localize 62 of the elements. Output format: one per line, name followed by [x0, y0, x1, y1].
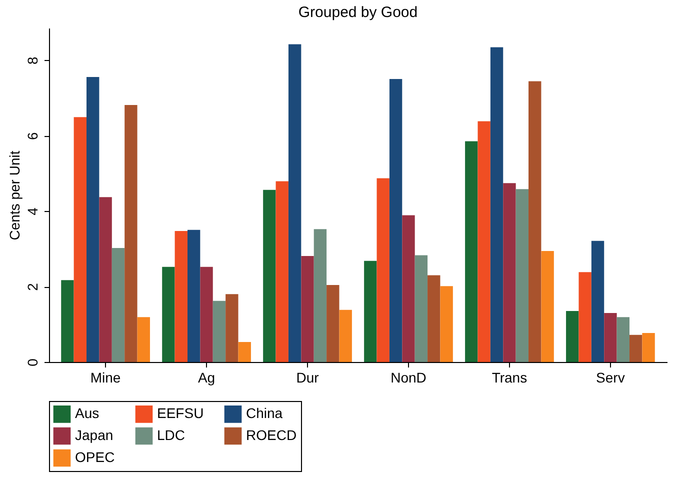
legend-label: LDC — [157, 427, 186, 443]
x-tick-label: Ag — [198, 370, 216, 386]
x-tick-label: Serv — [596, 370, 625, 386]
bar — [187, 230, 200, 362]
y-tick-label: 2 — [24, 282, 40, 291]
x-tick-label: Trans — [492, 370, 528, 386]
bar — [212, 300, 226, 362]
legend-label: China — [246, 405, 283, 422]
bar — [326, 285, 340, 362]
bar — [112, 248, 125, 362]
y-tick-label: 6 — [24, 132, 40, 140]
legend-label: Japan — [75, 427, 114, 443]
y-tick-label: 8 — [24, 56, 40, 64]
bar — [276, 181, 288, 362]
bar — [314, 229, 327, 362]
legend-label: Aus — [75, 405, 100, 422]
bar — [629, 334, 642, 362]
bar — [642, 332, 655, 362]
bar — [516, 189, 529, 362]
x-tick-label: Dur — [296, 370, 320, 386]
bar — [428, 275, 440, 362]
legend-label: ROECD — [246, 427, 297, 443]
bar — [604, 312, 617, 362]
bar — [137, 317, 150, 362]
legend-label: OPEC — [75, 449, 115, 465]
bar — [389, 78, 402, 362]
x-tick-label: NonD — [390, 370, 426, 386]
bar — [124, 104, 138, 362]
bar — [591, 240, 604, 362]
y-tick-label: 0 — [24, 358, 40, 366]
bar — [61, 280, 74, 362]
bar — [440, 286, 453, 362]
bar — [402, 215, 415, 362]
bar — [528, 81, 542, 362]
bar — [339, 310, 352, 362]
y-tick-label: 4 — [24, 207, 40, 216]
bar — [465, 141, 478, 362]
bar — [478, 121, 490, 362]
bar — [503, 183, 516, 362]
chart-title: Grouped by Good — [298, 4, 418, 21]
bar — [578, 272, 592, 362]
y-axis-title: Cents per Unit — [6, 150, 22, 240]
legend-label: EEFSU — [157, 405, 204, 422]
bar — [566, 311, 579, 362]
bar — [616, 317, 630, 362]
bar — [376, 178, 390, 362]
bar — [226, 294, 238, 362]
bar — [263, 190, 276, 362]
bar — [490, 47, 504, 362]
bar — [74, 117, 87, 362]
bar — [200, 266, 213, 362]
bar — [162, 266, 175, 362]
bar — [414, 255, 428, 362]
bar — [541, 251, 554, 362]
bar — [238, 342, 251, 362]
x-tick-label: Mine — [90, 370, 121, 386]
bar — [86, 77, 100, 362]
bar — [364, 260, 377, 362]
bar — [99, 197, 112, 362]
bar — [301, 256, 314, 362]
bar — [288, 44, 302, 362]
bar — [174, 231, 188, 362]
